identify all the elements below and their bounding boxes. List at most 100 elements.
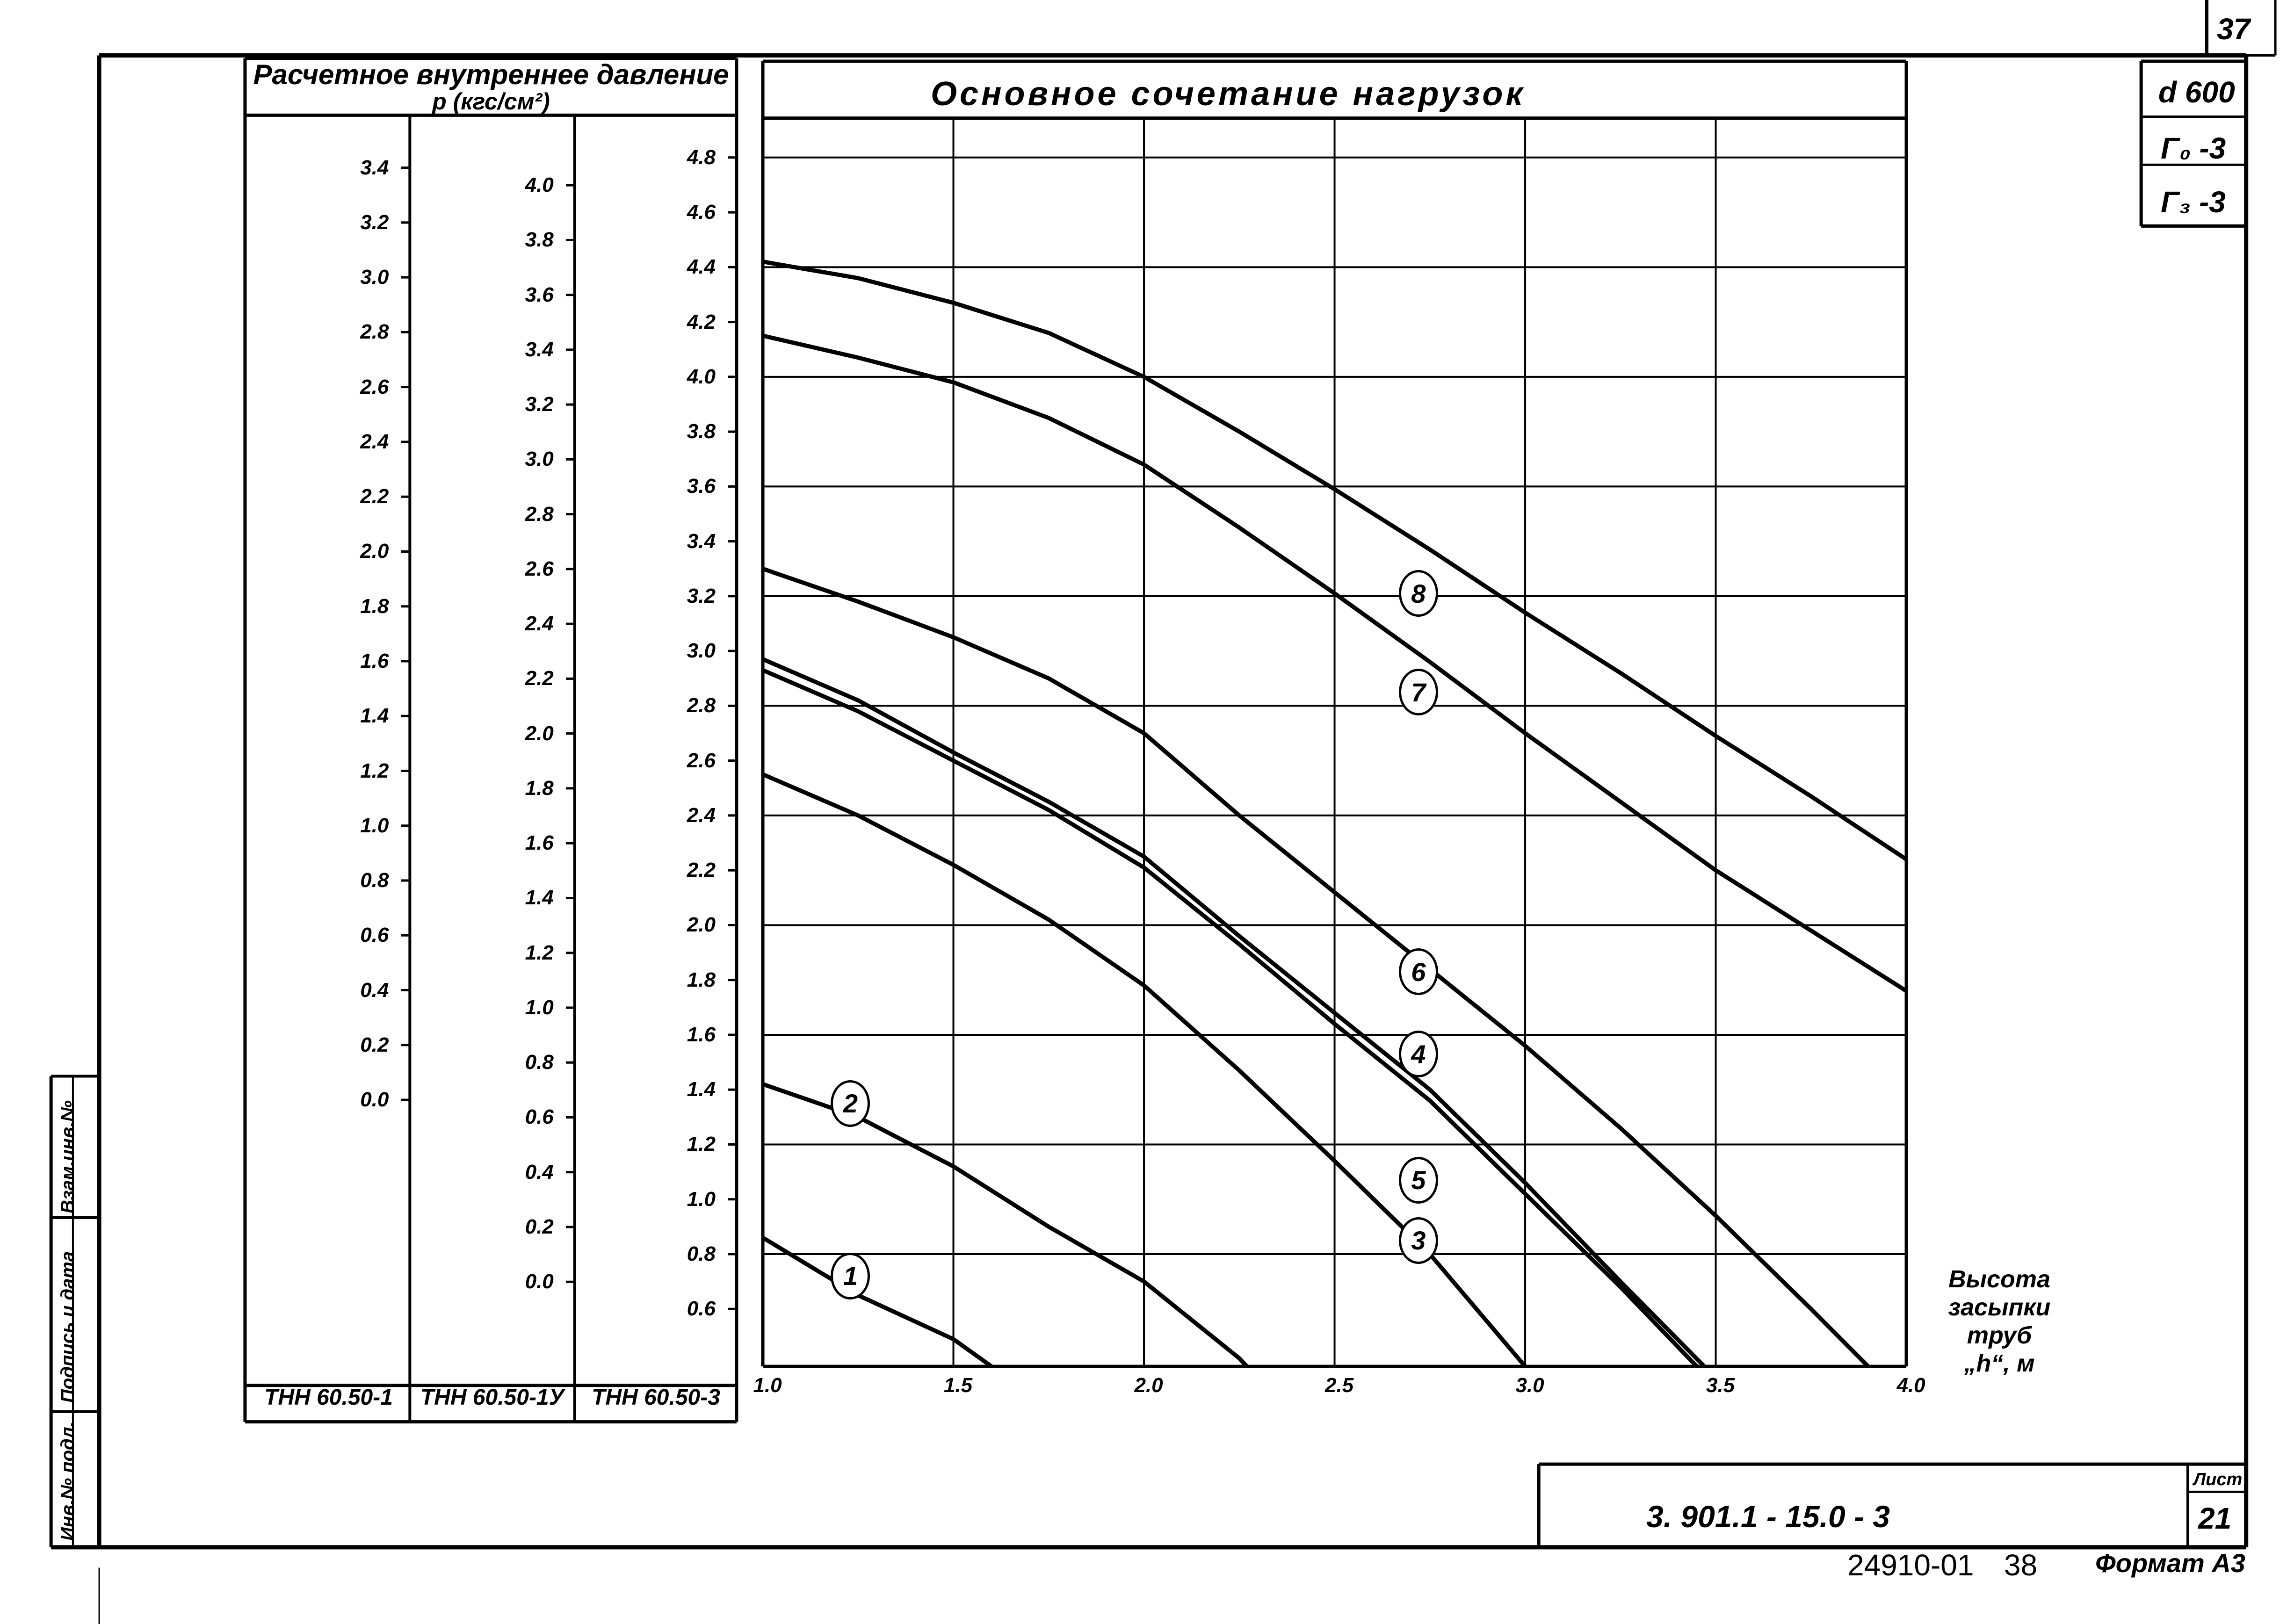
scale-tick-label: 2.8	[687, 694, 716, 717]
x-tick-label: 2.5	[1324, 1373, 1354, 1397]
scale-tick-label: 4.0	[687, 365, 716, 388]
scale-tick-label: 1.4	[687, 1078, 716, 1101]
scale-tick-label: 3.2	[360, 210, 389, 234]
scale-tick-label: 1.0	[525, 996, 554, 1019]
curve-5	[762, 668, 1699, 1368]
scale-tick-label: 4.4	[687, 255, 716, 279]
scale-name-1: ТНН 60.50-1	[264, 1385, 393, 1410]
scale-tick-label: 3.0	[360, 266, 389, 289]
curve-6	[762, 567, 1870, 1368]
scale-tick-label: 1.0	[360, 814, 389, 837]
scale-tick-label: 0.0	[360, 1088, 389, 1112]
curve-4	[762, 657, 1706, 1368]
scale-tick-label: 2.2	[687, 859, 716, 882]
scale-tick-label: 2.0	[687, 913, 716, 937]
scale-tick-label: 4.2	[687, 310, 716, 333]
scale-tick-label: 1.8	[687, 968, 716, 991]
x-axis-label-line2: засыпки	[1948, 1294, 2051, 1321]
x-axis-label-line1: Высота	[1948, 1266, 2050, 1293]
scale-tick-label: 0.2	[360, 1033, 389, 1056]
curve-8	[762, 260, 1908, 861]
x-tick-label: 3.0	[1515, 1373, 1544, 1397]
scale-tick-label: 3.4	[360, 156, 389, 179]
scale-tick-label: 2.6	[360, 375, 389, 398]
scale-tick-label: 1.8	[525, 776, 554, 800]
scale-tick-label: 3.8	[687, 420, 716, 443]
x-axis-label-line3: труб	[1967, 1322, 2032, 1349]
curve-1	[761, 1235, 993, 1368]
scale-tick-label: 1.4	[360, 704, 389, 728]
sheet-number: 21	[2198, 1501, 2232, 1535]
stamp-g0: Г₀ -3	[2161, 131, 2226, 165]
curve-3	[762, 772, 1527, 1368]
curve-label-3: 3	[1398, 1217, 1438, 1264]
left-stamp-original-inv: Инв.№ подл.	[58, 1422, 78, 1541]
scale-tick-label: 1.0	[687, 1187, 716, 1211]
document-designation: 3. 901.1 - 15.0 - 3	[1646, 1499, 1890, 1534]
scale-tick-label: 0.8	[360, 869, 389, 892]
curve-2	[762, 1082, 1249, 1368]
curve-label-4: 4	[1398, 1031, 1438, 1078]
scale-tick-label: 3.8	[525, 228, 554, 252]
scale-tick-label: 3.4	[525, 338, 554, 361]
scale-tick-label: 2.6	[687, 749, 716, 772]
scale-tick-label: 0.6	[525, 1105, 554, 1129]
curve-label-2: 2	[831, 1080, 870, 1127]
left-stamp-replace-inv: Взам.инв.№	[58, 1100, 78, 1213]
x-tick-label: 4.0	[1896, 1373, 1925, 1397]
scale-name-3: ТНН 60.50-3	[592, 1385, 720, 1410]
scale-tick-label: 0.8	[525, 1051, 554, 1074]
scale-tick-label: 2.6	[525, 557, 554, 580]
scale-tick-label: 2.0	[360, 540, 389, 563]
curve-label-5: 5	[1398, 1156, 1438, 1204]
scale-tick-label: 0.4	[525, 1160, 554, 1184]
scale-tick-label: 1.8	[360, 594, 389, 618]
chart-title: Основное сочетание нагрузок	[931, 75, 1526, 113]
scale-tick-label: 1.6	[687, 1023, 716, 1046]
pressure-header-line1: Расчетное внутреннее давление	[253, 59, 729, 90]
curve-label-6: 6	[1398, 948, 1438, 996]
scale-tick-label: 1.4	[525, 886, 554, 909]
scale-tick-label: 2.2	[525, 667, 554, 690]
scale-tick-label: 0.0	[525, 1270, 554, 1293]
scale-tick-label: 3.0	[525, 448, 554, 471]
curve-label-7: 7	[1398, 669, 1438, 716]
scale-tick-label: 2.0	[525, 722, 554, 745]
scale-tick-label: 0.2	[525, 1215, 554, 1238]
scale-tick-label: 1.2	[525, 941, 554, 964]
scale-tick-label: 3.6	[525, 283, 554, 306]
scale-tick-label: 3.2	[525, 393, 554, 416]
scale-tick-label: 3.0	[687, 639, 716, 663]
sheet-label: Лист	[2193, 1470, 2243, 1489]
stamp-g3: Г₃ -3	[2161, 185, 2226, 219]
stamp-diameter: d 600	[2158, 75, 2235, 109]
scale-tick-label: 2.4	[687, 803, 716, 827]
scale-tick-label: 1.6	[525, 831, 554, 855]
scale-tick-label: 4.8	[687, 145, 716, 169]
scale-tick-label: 4.0	[525, 173, 554, 197]
scale-tick-label: 1.2	[687, 1133, 716, 1156]
x-tick-label: 3.5	[1706, 1373, 1735, 1397]
paper-format: Формат А3	[2095, 1548, 2245, 1578]
curve-label-8: 8	[1398, 570, 1438, 617]
scale-tick-label: 2.2	[360, 485, 389, 508]
scale-tick-label: 3.6	[687, 475, 716, 498]
scale-tick-label: 2.4	[525, 612, 554, 635]
x-axis-label-line4: „h“, м	[1964, 1350, 2035, 1377]
chart-curves	[761, 260, 1908, 1368]
scale-tick-label: 0.6	[687, 1297, 716, 1321]
scale-tick-label: 1.6	[360, 649, 389, 672]
scale-tick-label: 0.6	[360, 924, 389, 947]
chart-grid	[763, 118, 1907, 1367]
footer-page-number: 38	[2004, 1548, 2038, 1582]
scale-tick-label: 0.4	[360, 978, 389, 1002]
scale-tick-label: 2.8	[360, 320, 389, 344]
scale-tick-label: 3.2	[687, 584, 716, 607]
sheet-corner-number: 37	[2217, 12, 2251, 46]
x-tick-label: 2.0	[1134, 1373, 1163, 1397]
curve-7	[762, 333, 1908, 993]
scale-tick-label: 3.4	[687, 529, 716, 553]
scale-tick-label: 2.4	[360, 430, 389, 453]
